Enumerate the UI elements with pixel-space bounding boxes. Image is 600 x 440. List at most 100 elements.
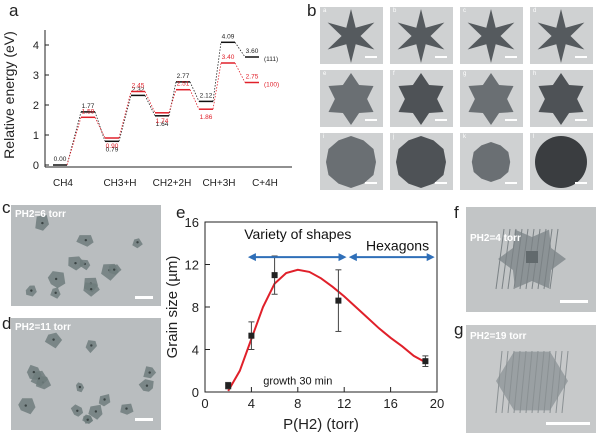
panel-label-g: g [454,320,464,339]
sem-tile-label: c [463,8,466,14]
sem-tile-shape [538,73,584,125]
x-tick-label: 12 [337,396,351,411]
level-111-value: 0.00 [54,156,67,163]
sem-tile-label: k [463,134,466,140]
nucleation-center [113,268,116,271]
x-tick-label: 4 [248,396,255,411]
x-tick-label: 20 [430,396,444,411]
energy-xtick-label: CH4 [53,178,73,189]
sem-tile-label: b [393,8,397,14]
legend-111: (111) [264,56,278,63]
graphene-grain [18,398,36,415]
ripple-line [537,350,545,414]
scale-bar-g [546,422,590,425]
ripple-line [555,350,563,414]
sem-tile-shape [471,142,511,182]
graphene-flake [327,9,375,63]
sem-tile-shape [537,9,585,63]
scale-bar-c [135,296,153,299]
sem-tile-shape [396,136,446,188]
sem-tile: d [530,7,593,64]
energy-xtick-label: CH3+H [103,178,136,189]
sem-tile: k [460,133,523,190]
graphene-flake [537,9,585,63]
sem-tile: f [390,70,453,127]
y-tick-label: 8 [192,300,199,315]
nucleation-center [52,338,55,341]
sem-tile-shape [326,136,376,188]
level-111-value: 1.77 [82,103,95,110]
graphene-flake [398,73,444,125]
sem-grid: a b c d e f g h i j k l [320,7,598,197]
annotation-variety: Variety of shapes [244,226,351,242]
nucleation-center [76,409,79,412]
annotation-hexagons: Hexagons [366,238,429,254]
ripple-line [543,228,553,290]
scale-bar-f [560,300,588,303]
nucleation-center [103,398,106,401]
hexagon-arrow-head-left [348,253,357,262]
graphene-flake [467,9,515,63]
data-point [422,358,429,365]
level-100-value: 1.86 [200,114,213,121]
variety-arrow-head-right [338,253,347,262]
sem-scale-bar [365,56,377,58]
data-point [248,332,255,339]
ripple-line [549,228,559,290]
y-tick-label: 12 [185,258,199,273]
nucleation-center [74,261,77,265]
pressure-label-c: PH2=6 torr [15,209,66,220]
energy-xtick-label: CH2+2H [153,178,192,189]
sem-tile: b [390,7,453,64]
sem-tile: a [320,7,383,64]
y-tick-label: 0 [192,385,199,400]
sem-scale-bar [435,182,447,184]
level-100-value: 2.45 [132,83,145,90]
sem-scale-bar [365,182,377,184]
nucleation-center [78,385,82,389]
level-100-value: 1.74 [156,118,169,125]
nucleation-center [86,418,89,421]
level-111-value: 4.09 [222,33,235,40]
level-111-value: 0.79 [106,146,119,153]
energy-ytick-label: 4 [33,40,39,52]
nucleation-center [94,410,98,413]
ripple-line [531,350,539,414]
sem-scale-bar [575,119,587,121]
sem-tile: j [390,133,453,190]
ripple-line [507,350,515,414]
sem-scale-bar [435,56,447,58]
sem-scale-bar [505,182,517,184]
panel-label-d: d [2,314,12,333]
nucleation-center [90,344,93,347]
ripple-line [495,228,505,290]
grain-size-chart: 0 4 8 12 16 20 0 4 8 12 16 P(H2) (torr) Grain size (… [164,215,444,433]
x-axis-label: P(H2) (torr) [283,416,359,433]
sem-tile-shape [467,9,515,63]
graphene-flake [397,9,445,63]
nucleation-center [136,241,139,244]
energy-xtick-label: CH+3H [202,178,235,189]
nucleation-site [526,251,538,263]
ripple-line [513,350,521,414]
sem-tile-label: h [533,71,537,77]
level-111-value: 2.12 [200,92,213,99]
ripple-line [549,350,557,414]
ripple-line [495,350,503,414]
graphene-disk [535,136,587,188]
sem-tile-label: j [393,134,395,140]
y-axis-label: Grain size (µm) [164,256,181,359]
level-111-value: 2.77 [177,73,190,80]
nucleation-center [54,277,58,281]
ripple-line [519,350,527,414]
level-100-value: 3.40 [222,54,235,61]
nucleation-center [125,407,128,410]
panel-label-a: a [9,1,19,20]
ripple-line [501,228,511,290]
panel-label-f: f [454,203,459,222]
data-point [225,382,232,389]
sem-tile-shape [535,136,587,188]
energy-ytick-label: 0 [33,160,39,172]
sem-tile-label: e [323,71,327,77]
data-point [335,297,342,304]
